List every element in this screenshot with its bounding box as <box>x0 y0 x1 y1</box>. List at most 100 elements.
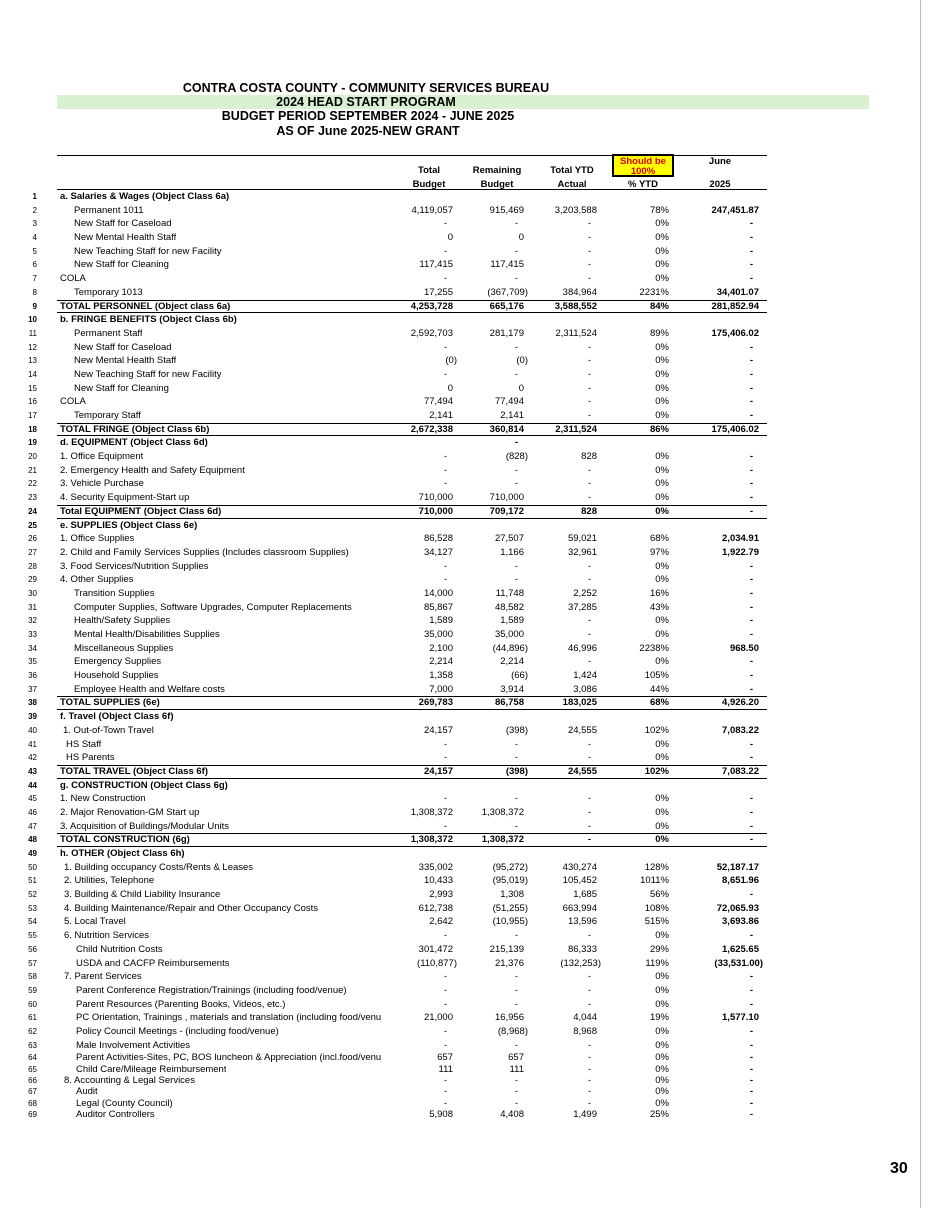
line-item-label: Computer Supplies, Software Upgrades, Co… <box>74 601 352 613</box>
total-ytd-actual-cell: - <box>587 492 591 504</box>
table-row: 59 Parent Conference Registration/Trainin… <box>0 984 935 998</box>
line-number: 46 <box>28 807 37 817</box>
pct-ytd-cell: 0% <box>655 984 669 996</box>
june-2025-cell: - <box>749 1097 753 1109</box>
remaining-budget-cell: (828) <box>505 451 528 463</box>
total-budget-cell: 1,589 <box>429 615 453 627</box>
line-item-label: New Staff for Cleaning <box>74 259 169 271</box>
total-budget-cell: - <box>443 930 447 942</box>
remaining-budget-cell: - <box>514 971 518 983</box>
total-budget-cell: 7,000 <box>429 683 453 695</box>
total-budget-cell: - <box>443 560 447 572</box>
remaining-budget-cell: 1,166 <box>500 546 524 558</box>
table-row: 55 6. Nutrition Services - - - 0% - <box>0 929 935 943</box>
total-ytd-actual-cell: 1,424 <box>573 670 597 682</box>
table-row: 33 Mental Health/Disabilities Supplies 35,… <box>0 628 935 642</box>
line-number: 25 <box>28 520 37 530</box>
total-budget-cell: - <box>443 245 447 257</box>
remaining-budget-cell: 281,179 <box>489 327 524 339</box>
line-item-label: 1. Building occupancy Costs/Rents & Leas… <box>64 861 254 873</box>
total-budget-cell: - <box>443 752 447 764</box>
pct-ytd-cell: 43% <box>649 601 669 613</box>
table-row: 23 4. Security Equipment-Start up 710,000 7… <box>0 491 935 505</box>
remaining-budget-cell: (95,272) <box>492 861 528 873</box>
total-ytd-actual-cell: - <box>587 218 591 230</box>
pct-ytd-cell: 68% <box>649 533 669 545</box>
line-item-label: h. OTHER (Object Class 6h) <box>60 848 185 859</box>
total-ytd-actual-cell: 384,964 <box>562 286 597 298</box>
line-number: 8 <box>32 287 37 297</box>
line-number: 54 <box>28 917 37 927</box>
line-number: 68 <box>28 1098 37 1108</box>
remaining-budget-cell: 77,494 <box>494 396 524 408</box>
total-budget-cell: (110,877) <box>417 957 457 969</box>
june-2025-cell: - <box>749 355 753 367</box>
total-budget-cell: 2,592,703 <box>410 327 453 339</box>
june-2025-cell: (33,531.00) <box>714 957 763 969</box>
line-item-label: TOTAL TRAVEL (Object Class 6f) <box>60 765 208 777</box>
line-number: 9 <box>32 301 37 311</box>
total-budget-cell: 0 <box>447 382 453 394</box>
total-budget-cell: - <box>443 1039 447 1051</box>
remaining-budget-cell: (44,896) <box>492 642 528 654</box>
line-number: 17 <box>28 411 37 420</box>
total-budget-cell: 1,358 <box>429 670 453 682</box>
line-item-label: Household Supplies <box>74 670 159 682</box>
line-item-label: Emergency Supplies <box>74 656 162 668</box>
pct-ytd-cell: 0% <box>655 1063 669 1075</box>
line-number: 34 <box>28 643 37 653</box>
highlight-band <box>57 95 869 109</box>
line-item-label: 1. Out-of-Town Travel <box>63 724 154 736</box>
remaining-budget-cell: 0 <box>518 232 524 244</box>
budget-table: 1 a. Salaries & Wages (Object Class 6a) 2 P… <box>0 190 935 1121</box>
line-item-label: HS Staff <box>66 738 102 750</box>
pct-ytd-cell: 86% <box>649 423 669 435</box>
line-number: 37 <box>28 684 37 694</box>
table-row: 15 New Staff for Cleaning 0 0 - 0% - <box>0 382 935 396</box>
total-ytd-actual-cell: - <box>587 232 591 244</box>
total-budget-cell: 4,119,057 <box>411 204 453 216</box>
section-header-row: 49 h. OTHER (Object Class 6h) <box>0 847 935 861</box>
pct-ytd-cell: 0% <box>655 1052 669 1064</box>
total-ytd-actual-cell: 24,555 <box>567 724 597 736</box>
line-item-label: Auditor Controllers <box>76 1109 155 1121</box>
line-number: 1 <box>32 192 37 201</box>
section-header-row: 1 a. Salaries & Wages (Object Class 6a) <box>0 190 935 204</box>
total-budget-cell: 2,214 <box>429 656 453 668</box>
line-item-label: Transition Supplies <box>74 587 155 599</box>
pct-ytd-cell: 97% <box>649 546 669 558</box>
june-2025-cell: 8,651.96 <box>722 875 759 887</box>
header-remaining-2: Budget <box>480 179 514 190</box>
total-ytd-actual-cell: 8,968 <box>573 1025 597 1037</box>
line-number: 62 <box>28 1026 37 1036</box>
total-ytd-actual-cell: - <box>587 1086 591 1098</box>
pct-ytd-cell: 1011% <box>640 875 669 887</box>
pct-ytd-cell: 0% <box>655 451 669 463</box>
header-ytd-1: Total YTD <box>550 165 594 176</box>
june-2025-cell: - <box>749 1086 753 1098</box>
remaining-budget-cell: - <box>514 738 518 750</box>
remaining-budget-cell: 2,141 <box>500 410 524 421</box>
line-item-label: New Staff for Cleaning <box>74 382 169 394</box>
line-item-label: e. SUPPLIES (Object Class 6e) <box>60 519 198 531</box>
june-2025-cell: - <box>749 1109 753 1121</box>
line-number: 66 <box>28 1076 37 1086</box>
june-2025-cell: - <box>749 930 753 942</box>
line-number: 16 <box>28 397 37 407</box>
june-2025-cell: - <box>749 410 753 421</box>
table-row: 51 2. Utilities, Telephone 10,433 (95,019) 1… <box>0 874 935 888</box>
total-budget-cell: - <box>443 478 447 490</box>
line-number: 67 <box>28 1087 37 1097</box>
line-number: 43 <box>28 766 37 776</box>
line-item-label: Health/Safety Supplies <box>74 615 171 627</box>
remaining-budget-cell: - <box>514 984 518 996</box>
june-2025-cell: - <box>749 984 753 996</box>
total-budget-cell: 35,000 <box>423 629 453 640</box>
line-number: 47 <box>28 821 37 831</box>
table-row: 20 1. Office Equipment - (828) 828 0% - <box>0 450 935 464</box>
line-item-label: Parent Activities-Sites, PC, BOS luncheo… <box>76 1052 382 1064</box>
total-ytd-actual-cell: 2,252 <box>573 587 597 599</box>
pct-ytd-cell: 0% <box>655 273 669 285</box>
june-2025-cell: - <box>749 820 753 832</box>
pct-ytd-cell: 0% <box>655 368 669 380</box>
